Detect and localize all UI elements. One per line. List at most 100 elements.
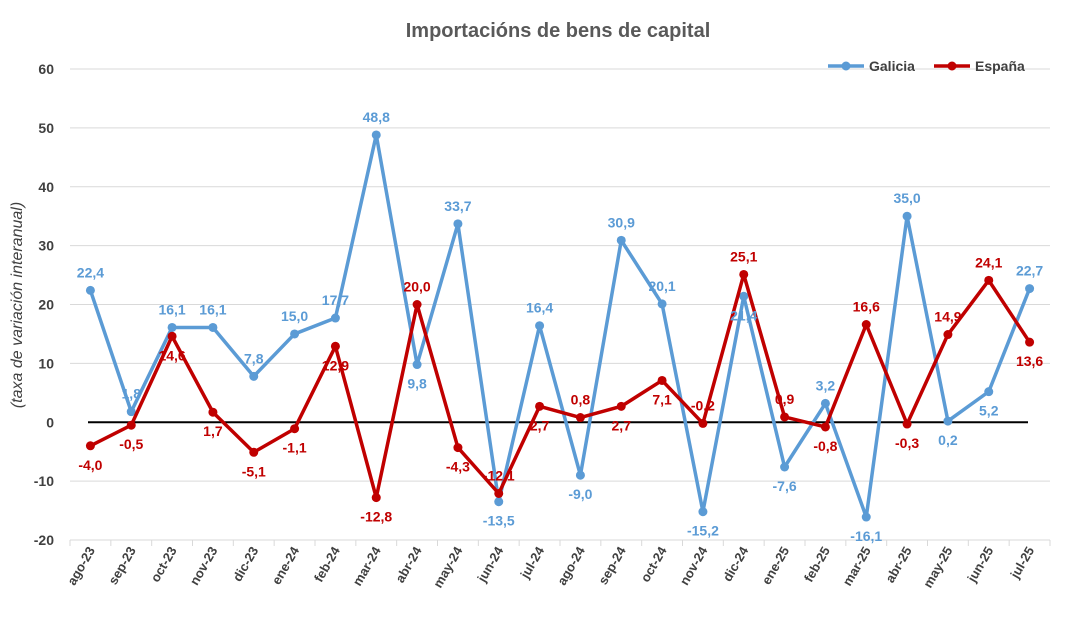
data-point: [249, 371, 259, 381]
x-tick-label: oct-24: [638, 543, 671, 584]
data-point: [902, 419, 912, 429]
data-label: 12,9: [322, 357, 349, 373]
data-label: 16,6: [853, 299, 880, 315]
y-tick-label: 40: [38, 179, 54, 195]
x-tick-label: jun-24: [474, 543, 507, 585]
data-point: [698, 507, 708, 517]
data-point: [657, 375, 667, 385]
data-label: 2,7: [612, 417, 632, 433]
data-label: 1,8: [122, 386, 142, 402]
data-label: 16,4: [526, 300, 553, 316]
data-point: [249, 447, 259, 457]
data-label: 20,0: [403, 279, 430, 295]
series-group: [85, 130, 1035, 522]
data-label: 16,1: [199, 301, 226, 317]
legend: Galicia España: [828, 58, 1025, 74]
data-label: -5,1: [242, 463, 266, 479]
x-tick-label: may-25: [920, 544, 955, 590]
data-label: 30,9: [608, 214, 635, 230]
x-tick-label: nov-23: [187, 544, 221, 588]
data-point: [535, 401, 545, 411]
y-tick-label: -10: [34, 473, 54, 489]
data-point: [984, 275, 994, 285]
data-label: 16,1: [158, 301, 185, 317]
data-point: [371, 130, 381, 140]
data-label: 15,0: [281, 308, 308, 324]
data-point: [820, 398, 830, 408]
y-tick-label: 20: [38, 297, 54, 313]
x-axis-ticks: ago-23 sep-23 oct-23 nov-23 dic-23 ene-24 feb-…: [64, 540, 1051, 590]
data-label: 25,1: [730, 248, 757, 264]
data-point: [494, 488, 504, 498]
data-point: [616, 401, 626, 411]
chart-title: Importacións de bens de capital: [406, 20, 711, 42]
data-label: -1,1: [283, 440, 307, 456]
data-point: [535, 321, 545, 331]
data-label: 0,8: [571, 392, 591, 408]
x-tick-label: dic-23: [230, 544, 262, 584]
y-tick-label: 60: [38, 61, 54, 77]
data-point: [943, 330, 953, 340]
data-point: [861, 512, 871, 522]
data-label: -15,2: [687, 523, 719, 539]
x-tick-label: abr-25: [882, 544, 915, 585]
data-point: [739, 269, 749, 279]
data-point: [85, 285, 95, 295]
data-point: [575, 470, 585, 480]
data-label: 1,7: [203, 423, 223, 439]
data-label: 14,6: [158, 347, 185, 363]
data-label: 33,7: [444, 198, 471, 214]
data-point: [1025, 284, 1035, 294]
data-label: 20,1: [648, 278, 675, 294]
data-point: [208, 407, 218, 417]
data-label: 5,2: [979, 403, 999, 419]
data-point: [494, 497, 504, 507]
data-label: 13,6: [1016, 353, 1043, 369]
x-tick-label: nov-24: [677, 543, 711, 587]
data-point: [412, 360, 422, 370]
data-point: [984, 387, 994, 397]
series-line-galicia: [88, 133, 1032, 519]
data-label: -16,1: [850, 528, 882, 544]
data-point: [330, 313, 340, 323]
data-point: [780, 462, 790, 472]
x-tick-label: oct-23: [148, 544, 180, 585]
x-tick-label: ene-25: [759, 544, 793, 587]
x-tick-label: sep-23: [105, 544, 139, 587]
data-label: -12,8: [360, 509, 392, 525]
legend-label: España: [975, 58, 1025, 74]
data-label: -12,1: [483, 467, 515, 483]
data-label: 9,8: [407, 376, 427, 392]
y-tick-label: -20: [34, 532, 54, 548]
data-label: 21,4: [730, 307, 757, 323]
data-label: 24,1: [975, 254, 1002, 270]
y-tick-label: 50: [38, 120, 54, 136]
x-tick-label: jun-25: [964, 544, 997, 586]
x-tick-label: dic-24: [720, 543, 752, 584]
data-point: [290, 424, 300, 434]
data-label: 35,0: [893, 190, 920, 206]
data-label: -4,0: [78, 457, 102, 473]
data-point: [943, 416, 953, 426]
data-point: [616, 235, 626, 245]
x-tick-label: jul-25: [1007, 544, 1037, 582]
x-tick-label: jul-24: [517, 543, 548, 581]
series-line-espana: [89, 272, 1032, 500]
y-tick-label: 0: [46, 414, 54, 430]
y-tick-label: 10: [38, 355, 54, 371]
data-label: 0,2: [938, 432, 958, 448]
data-label: 22,7: [1016, 263, 1043, 279]
data-point: [861, 320, 871, 330]
data-point: [371, 493, 381, 503]
legend-swatch-marker: [947, 61, 957, 71]
y-axis-label: (taxa de variación interanual): [9, 202, 26, 408]
legend-label: Galicia: [869, 58, 915, 74]
data-label: 14,9: [934, 309, 961, 325]
data-point: [126, 420, 136, 430]
x-tick-label: ago-23: [64, 544, 98, 588]
data-point: [167, 331, 177, 341]
data-point: [453, 219, 463, 229]
data-point: [657, 299, 667, 309]
